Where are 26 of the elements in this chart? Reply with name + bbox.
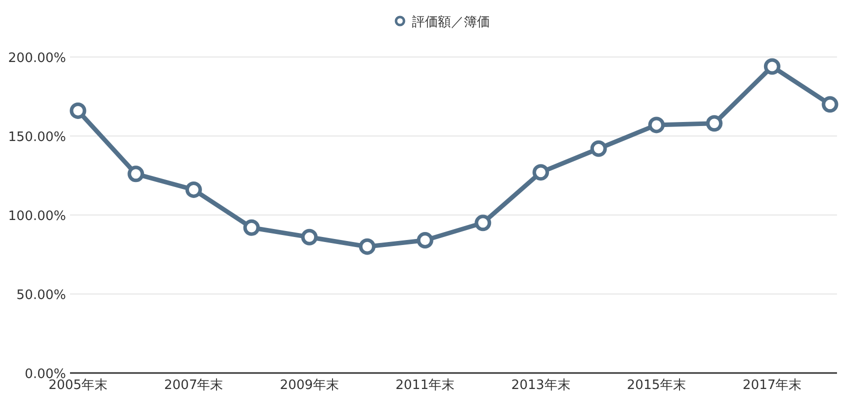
legend-label: 評価額／簿価 [412,15,490,30]
point [590,140,607,157]
x-tick-label: 2005年末 [48,378,108,393]
point [243,219,260,236]
point [301,228,318,246]
point [648,116,665,134]
x-tick-label: 2007年末 [164,378,224,393]
point [532,164,550,181]
point [706,115,723,132]
x-tick-label: 2011年末 [396,378,455,393]
x-tick-label: 2017年末 [742,378,802,393]
x-tick-label: 2009年末 [280,378,339,393]
point [764,58,780,75]
y-tick-label: 50.00% [16,288,66,303]
point [128,166,144,182]
point [416,232,434,249]
point [358,238,376,255]
x-tick-label: 2015年末 [626,378,686,393]
y-tick-label: 150.00% [8,130,66,145]
y-tick-label: 100.00% [8,209,66,224]
point [70,102,86,119]
point [822,96,838,113]
point [474,214,492,232]
x-tick-label: 2013年末 [511,378,570,393]
point [185,181,202,198]
y-tick-label: 200.00% [8,51,66,66]
